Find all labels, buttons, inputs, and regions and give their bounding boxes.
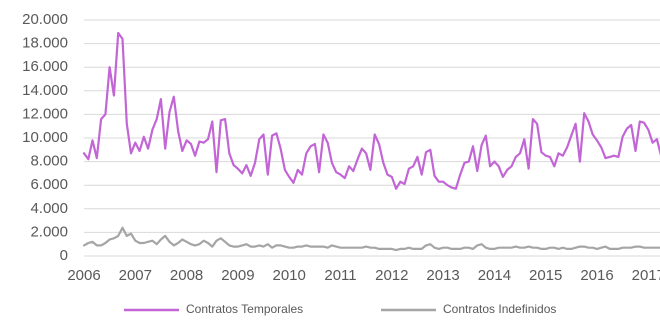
series-lines	[82, 31, 660, 252]
x-tick-label: 2007	[119, 267, 152, 284]
y-tick-label: 2.000	[30, 223, 68, 240]
y-tick-label: 16.000	[22, 58, 68, 75]
x-tick-label: 2012	[375, 267, 408, 284]
y-tick-label: 10.000	[22, 129, 68, 146]
gridlines	[84, 19, 660, 233]
x-tick-label: 2010	[273, 267, 306, 284]
x-tick-label: 2009	[221, 267, 254, 284]
legend: Contratos Temporales Contratos Indefinido…	[124, 302, 556, 316]
x-tick-label: 2011	[324, 267, 356, 284]
y-tick-label: 8.000	[30, 153, 68, 170]
y-tick-label: 4.000	[30, 200, 68, 217]
series-line-contratos-indefinidos	[82, 226, 660, 252]
y-tick-label: 18.000	[22, 35, 68, 52]
legend-label: Contratos Indefinidos	[443, 302, 556, 316]
x-tick-label: 2014	[478, 267, 511, 284]
x-tick-label: 2016	[580, 267, 613, 284]
y-tick-label: 20.000	[22, 11, 68, 28]
x-tick-label: 2008	[170, 267, 203, 284]
y-tick-label: 14.000	[22, 82, 68, 99]
x-tick-label: 2017	[632, 267, 660, 284]
series-line-contratos-temporales	[82, 31, 660, 190]
x-tick-label: 2015	[529, 267, 562, 284]
x-tick-label: 2013	[426, 267, 459, 284]
y-axis-ticks: 0 2.000 4.000 6.000 8.000 10.000 12.000 14.000 1…	[22, 11, 68, 264]
y-tick-label: 6.000	[30, 176, 68, 193]
y-tick-label: 0	[60, 247, 68, 264]
legend-label: Contratos Temporales	[186, 302, 303, 316]
x-tick-label: 2006	[67, 267, 100, 284]
x-axis-ticks: 2006 2007 2008 2009 2010 2011 2012 2013 2014 2015…	[67, 267, 660, 284]
y-tick-label: 12.000	[22, 105, 68, 122]
